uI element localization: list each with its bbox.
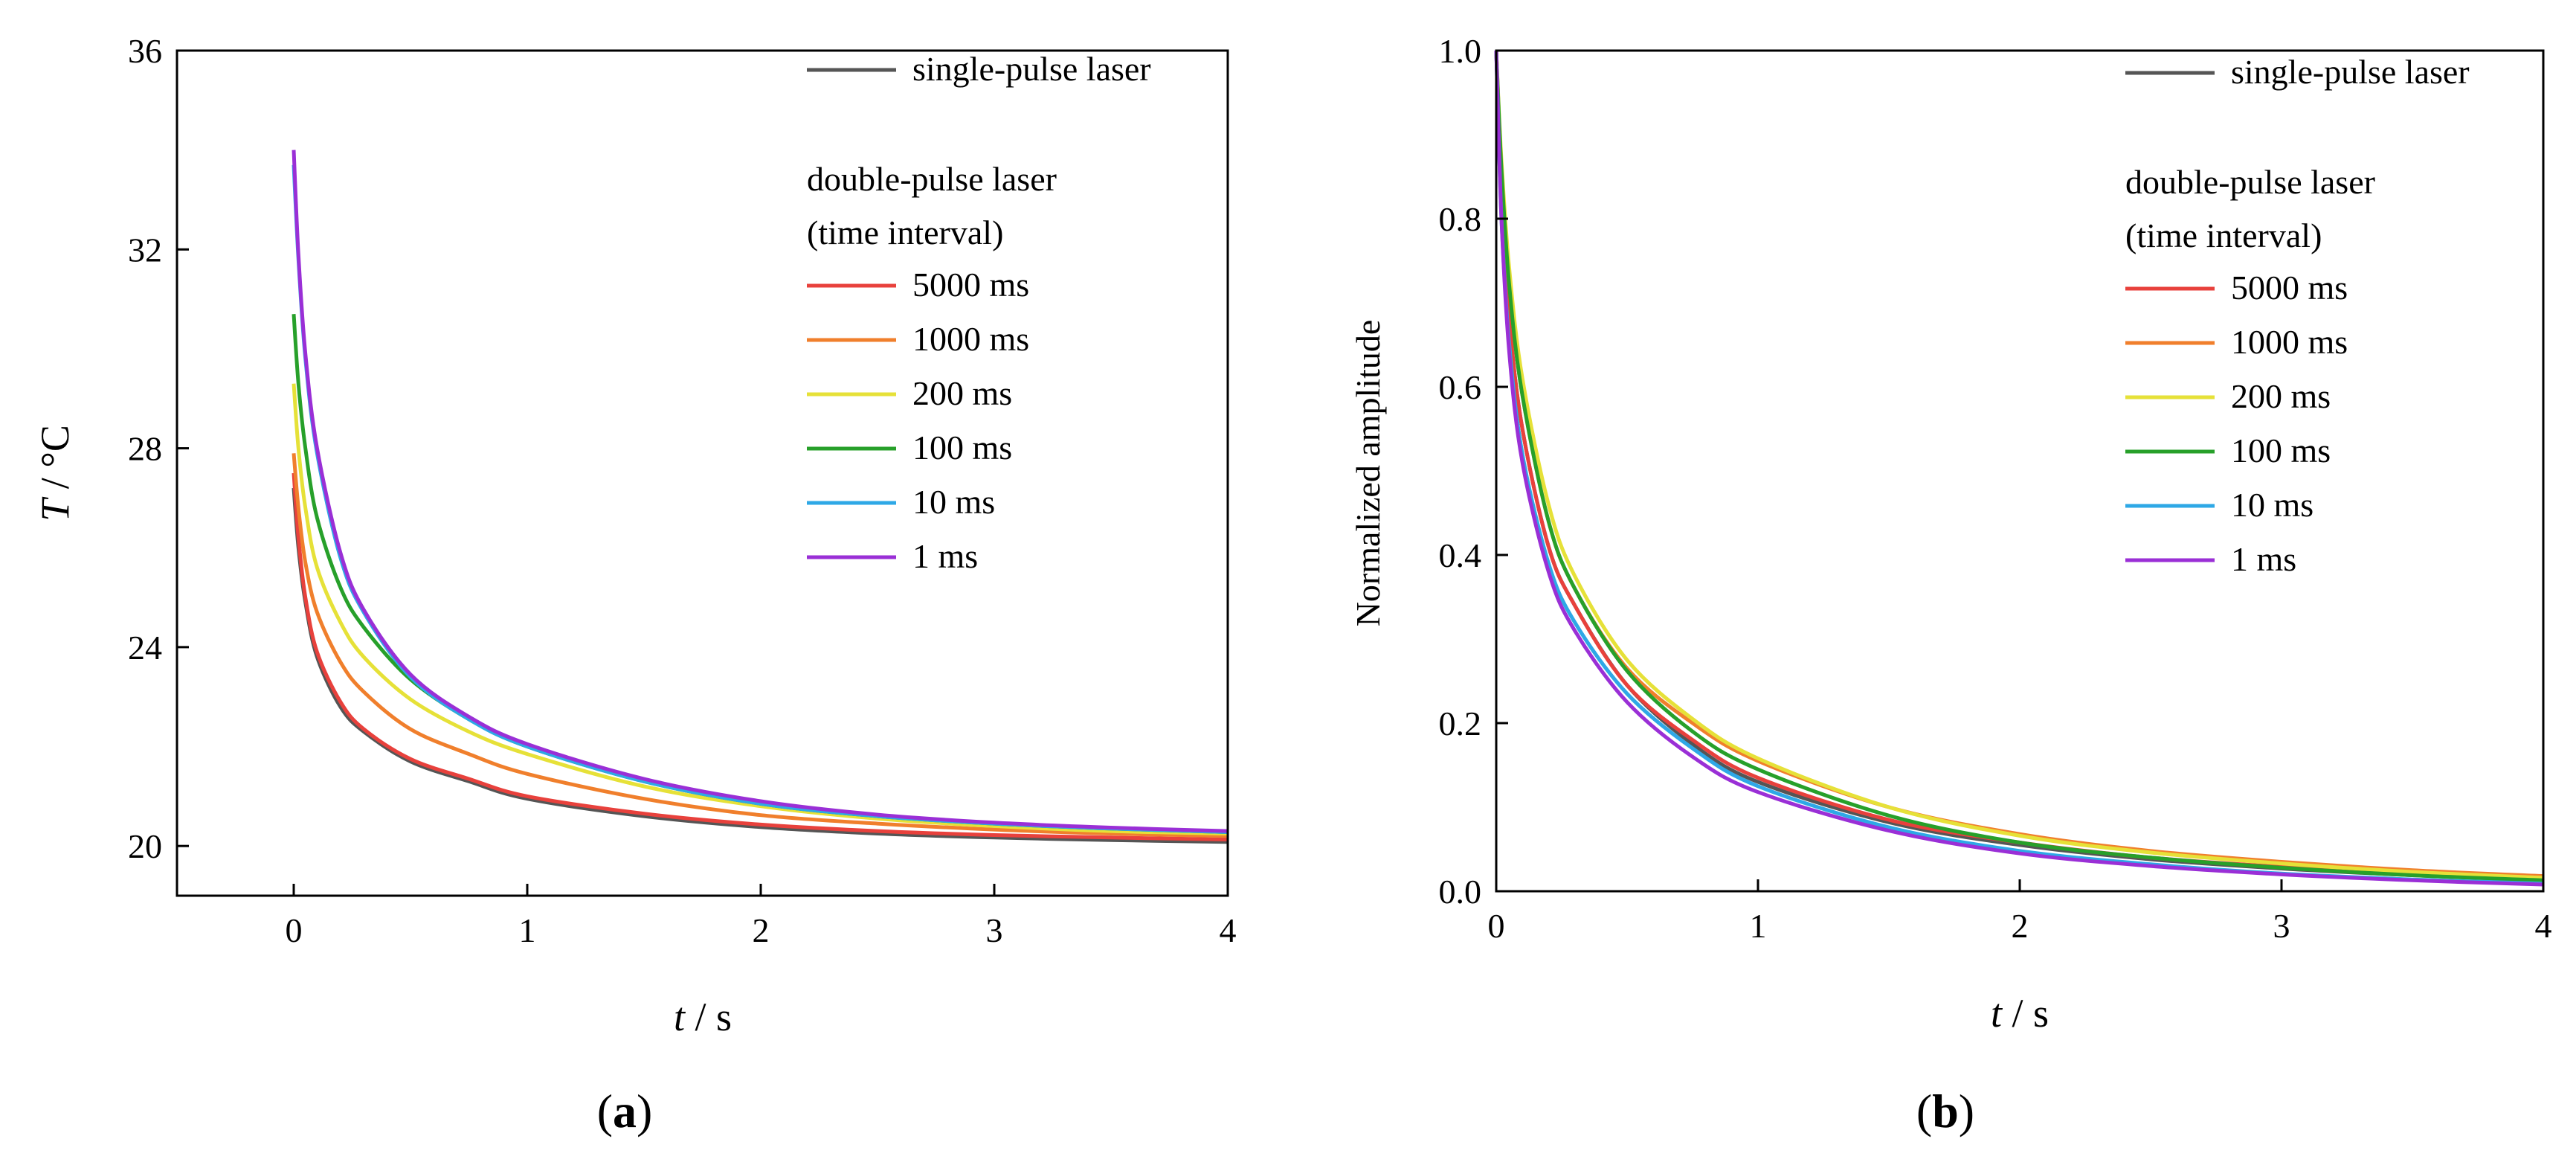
panel-a-series-line-1000-ms (292, 453, 1229, 838)
panel-b-legend-label: 10 ms (2231, 486, 2313, 524)
panel-a-ticks: 0 1 2 3 4 20 24 28 32 36 (128, 32, 1237, 949)
panel-a-legend: single-pulse laser double-pulse laser (tim… (807, 50, 1151, 575)
panel-a-series-line-single-pulse-laser (292, 487, 1229, 844)
panel-b-legend-label: 100 ms (2231, 431, 2331, 469)
panel-b-series-line-1-ms (1494, 50, 2544, 887)
panel-b-y-tick-label: 1.0 (1439, 32, 1482, 70)
panel-a-y-tick-label: 28 (128, 430, 162, 468)
panel-b-legend-label: 1 ms (2231, 540, 2296, 578)
panel-a-y-tick-label: 36 (128, 32, 162, 70)
panel-b-x-axis-label: t / s (1991, 991, 2049, 1036)
panel-b-x-tick-label: 3 (2273, 907, 2290, 945)
panel-a-y-axis-label: T / °C (33, 425, 77, 521)
panel-b-legend-label: 200 ms (2231, 377, 2331, 415)
panel-b-x-tick-label: 1 (1750, 907, 1767, 945)
panel-a-series-line-1-ms (292, 150, 1229, 833)
panel-b-series-line-5000-ms (1494, 50, 2544, 881)
panel-a-legend-label: 10 ms (912, 483, 995, 521)
panel-b-y-tick-label: 0.4 (1439, 536, 1482, 574)
panel-b-series-line-100-ms (1494, 50, 2544, 882)
panel-b-series-line-single-pulse-laser (1494, 50, 2544, 882)
panel-a-x-tick-label: 4 (1220, 911, 1237, 949)
panel-b-x-tick-label: 4 (2535, 907, 2552, 945)
panel-a-x-tick-label: 1 (519, 911, 536, 949)
panel-b-series-line-1000-ms (1494, 50, 2544, 879)
panel-b-plot-frame (1495, 49, 2545, 893)
panel-b-series-line-10-ms (1494, 50, 2544, 886)
panel-a-x-tick-label: 0 (286, 911, 303, 949)
panel-b-legend-subheader: (time interval) (2125, 216, 2322, 254)
panel-a-label: (a) (597, 1085, 653, 1137)
panel-b-series-line-200-ms (1494, 50, 2544, 880)
panel-b-y-tick-label: 0.6 (1439, 368, 1482, 406)
panel-b-legend-label: single-pulse laser (2231, 53, 2470, 91)
panel-a-legend-subheader: (time interval) (807, 214, 1003, 251)
panel-b-y-axis-label: Normalized amplitude (1349, 320, 1387, 627)
panel-a: 0 1 2 3 4 20 24 28 32 36 t / s T / °C (a) single-… (33, 32, 1237, 1137)
panel-a-series-line-200-ms (292, 383, 1229, 835)
panel-a-series-line-100-ms (292, 314, 1229, 834)
panel-a-series-line-10-ms (292, 164, 1229, 834)
panel-a-legend-header: double-pulse laser (807, 160, 1057, 198)
panel-a-legend-label: single-pulse laser (912, 50, 1151, 88)
panel-b-legend-label: 5000 ms (2231, 269, 2348, 307)
panel-b-y-tick-label: 0.8 (1439, 200, 1482, 238)
panel-a-x-tick-label: 2 (753, 911, 770, 949)
panel-a-series-line-5000-ms (292, 472, 1229, 841)
panel-b-y-tick-label: 0.0 (1439, 873, 1482, 911)
panel-b-series-group (1494, 50, 2544, 887)
panel-b-y-tick-label: 0.2 (1439, 705, 1482, 742)
panel-a-legend-label: 1000 ms (912, 320, 1029, 358)
panel-a-legend-label: 1 ms (912, 537, 978, 575)
panel-b-legend-header: double-pulse laser (2125, 163, 2375, 201)
panel-b-legend: single-pulse laser double-pulse laser (tim… (2125, 53, 2470, 578)
panel-b: 0 1 2 3 4 0.0 0.2 0.4 0.6 0.8 1.0 t / s Normalized… (1349, 32, 2552, 1137)
panel-a-y-tick-label: 20 (128, 827, 162, 865)
panel-b-x-tick-label: 0 (1488, 907, 1505, 945)
panel-b-legend-label: 1000 ms (2231, 323, 2348, 361)
panel-a-y-tick-label: 32 (128, 231, 162, 269)
panel-a-legend-label: 200 ms (912, 374, 1012, 412)
panel-a-y-tick-label: 24 (128, 629, 162, 667)
panel-b-label: (b) (1916, 1085, 1974, 1137)
panel-a-legend-label: 100 ms (912, 429, 1012, 466)
panel-a-legend-label: 5000 ms (912, 266, 1029, 304)
panel-b-ticks: 0 1 2 3 4 0.0 0.2 0.4 0.6 0.8 1.0 (1439, 32, 2552, 945)
panel-a-x-tick-label: 3 (986, 911, 1003, 949)
panel-a-series-group (292, 150, 1229, 844)
panel-b-x-tick-label: 2 (2012, 907, 2029, 945)
panel-a-x-axis-label: t / s (674, 995, 732, 1039)
panel-a-plot-frame (176, 49, 1229, 897)
